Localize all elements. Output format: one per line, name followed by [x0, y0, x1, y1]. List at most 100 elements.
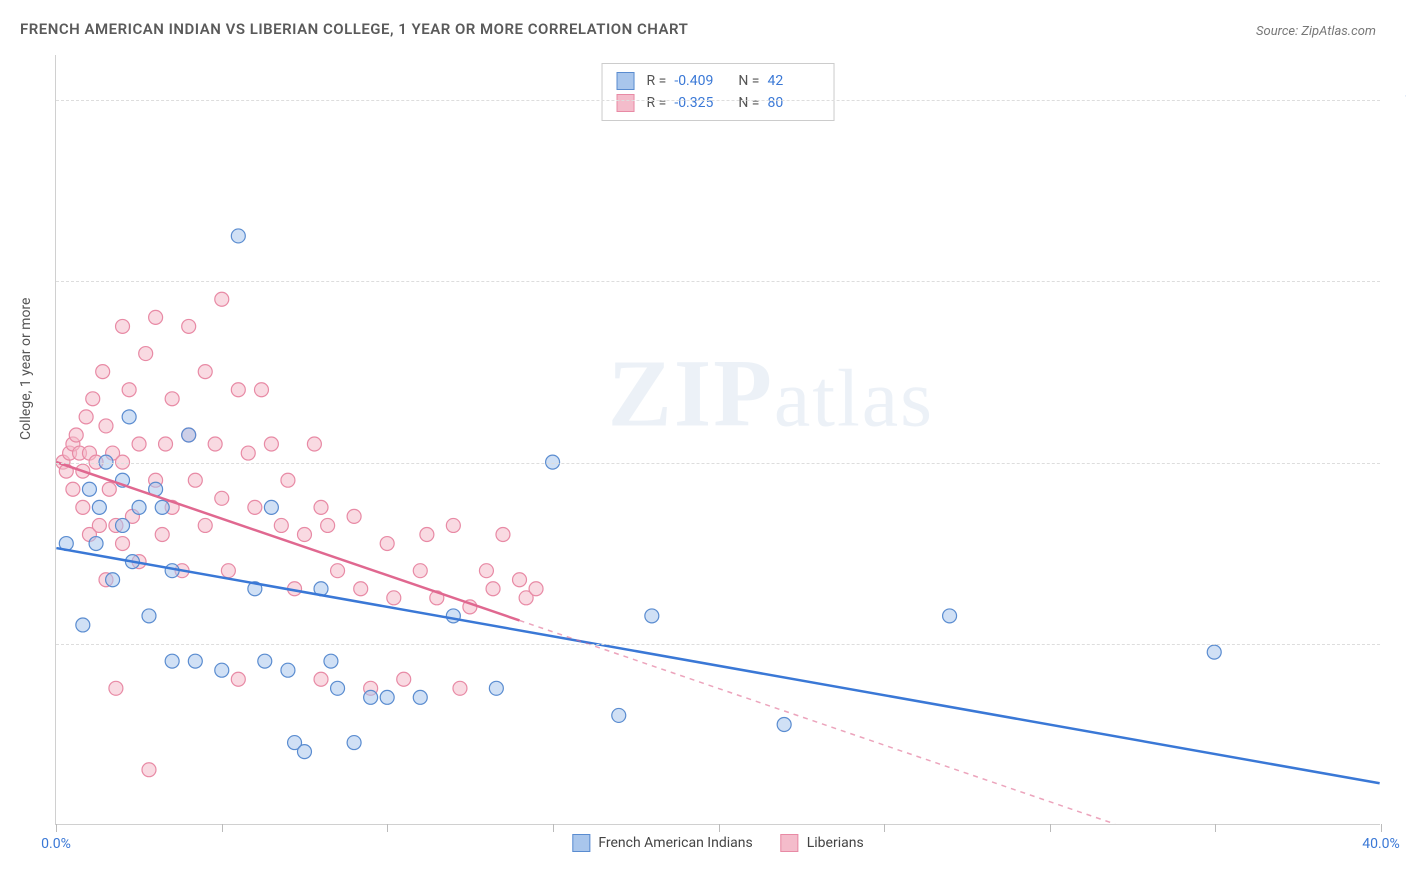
scatter-point — [59, 537, 73, 551]
scatter-point — [182, 319, 196, 333]
scatter-point — [102, 482, 116, 496]
scatter-point — [165, 392, 179, 406]
swatch-icon — [617, 94, 635, 112]
scatter-point — [288, 736, 302, 750]
x-tick — [387, 824, 388, 832]
scatter-point — [109, 681, 123, 695]
scatter-point — [99, 419, 113, 433]
scatter-point — [264, 500, 278, 514]
scatter-point — [99, 573, 113, 587]
swatch-icon — [617, 72, 635, 90]
swatch-icon — [781, 834, 799, 852]
scatter-point — [149, 482, 163, 496]
scatter-point — [221, 564, 235, 578]
scatter-point — [321, 518, 335, 532]
x-tick — [56, 824, 57, 832]
scatter-svg — [56, 55, 1380, 824]
scatter-point — [76, 618, 90, 632]
scatter-point — [66, 437, 80, 451]
x-tick-label: 40.0% — [1362, 836, 1400, 852]
scatter-point — [264, 437, 278, 451]
scatter-point — [446, 518, 460, 532]
scatter-point — [155, 528, 169, 542]
scatter-point — [420, 528, 434, 542]
scatter-point — [122, 410, 136, 424]
x-tick — [553, 824, 554, 832]
scatter-point — [106, 446, 120, 460]
scatter-point — [314, 672, 328, 686]
scatter-point — [297, 745, 311, 759]
scatter-point — [79, 410, 93, 424]
scatter-point — [354, 582, 368, 596]
scatter-point — [248, 500, 262, 514]
scatter-point — [116, 537, 130, 551]
scatter-point — [413, 564, 427, 578]
regression-line — [56, 462, 519, 620]
scatter-point — [529, 582, 543, 596]
scatter-point — [364, 690, 378, 704]
r-value: -0.409 — [674, 73, 726, 89]
scatter-point — [258, 654, 272, 668]
y-tick-label: 100.0% — [1390, 92, 1406, 108]
legend-label: French American Indians — [598, 835, 752, 851]
scatter-point — [387, 591, 401, 605]
scatter-point — [254, 383, 268, 397]
scatter-point — [364, 681, 378, 695]
scatter-point — [92, 518, 106, 532]
scatter-point — [139, 347, 153, 361]
n-value: 80 — [767, 95, 819, 111]
scatter-point — [125, 509, 139, 523]
n-label: N = — [738, 73, 759, 89]
scatter-point — [297, 528, 311, 542]
scatter-point — [288, 582, 302, 596]
scatter-point — [116, 473, 130, 487]
regression-line — [56, 548, 1379, 783]
scatter-point — [479, 564, 493, 578]
scatter-point — [165, 564, 179, 578]
scatter-point — [331, 564, 345, 578]
x-tick — [884, 824, 885, 832]
x-tick — [222, 824, 223, 832]
r-label: R = — [647, 73, 667, 89]
scatter-point — [82, 482, 96, 496]
scatter-point — [314, 582, 328, 596]
x-tick-label: 0.0% — [41, 836, 71, 852]
scatter-point — [380, 537, 394, 551]
regression-line-extrapolated — [520, 620, 1115, 824]
scatter-point — [331, 681, 345, 695]
scatter-point — [489, 681, 503, 695]
scatter-point — [142, 763, 156, 777]
scatter-point — [496, 528, 510, 542]
stats-legend-box: R = -0.409 N = 42 R = -0.325 N = 80 — [602, 63, 835, 121]
scatter-point — [241, 446, 255, 460]
gridline-h — [56, 100, 1380, 101]
gridline-h — [56, 463, 1380, 464]
watermark: ZIPatlas — [608, 338, 934, 449]
scatter-point — [215, 663, 229, 677]
stats-row-series-1: R = -0.325 N = 80 — [617, 92, 820, 114]
scatter-point — [92, 500, 106, 514]
scatter-point — [307, 437, 321, 451]
scatter-point — [198, 518, 212, 532]
y-tick-label: 60.0% — [1390, 455, 1406, 471]
scatter-point — [82, 446, 96, 460]
scatter-point — [281, 663, 295, 677]
scatter-point — [248, 582, 262, 596]
scatter-point — [231, 672, 245, 686]
scatter-point — [324, 654, 338, 668]
scatter-point — [86, 392, 100, 406]
scatter-point — [165, 500, 179, 514]
scatter-point — [82, 528, 96, 542]
bottom-legend: French American Indians Liberians — [572, 834, 863, 852]
scatter-point — [188, 654, 202, 668]
scatter-point — [463, 600, 477, 614]
r-value: -0.325 — [674, 95, 726, 111]
scatter-point — [66, 482, 80, 496]
scatter-point — [69, 428, 83, 442]
scatter-point — [132, 437, 146, 451]
scatter-point — [165, 654, 179, 668]
n-value: 42 — [767, 73, 819, 89]
scatter-point — [281, 473, 295, 487]
scatter-point — [413, 690, 427, 704]
scatter-point — [274, 518, 288, 532]
